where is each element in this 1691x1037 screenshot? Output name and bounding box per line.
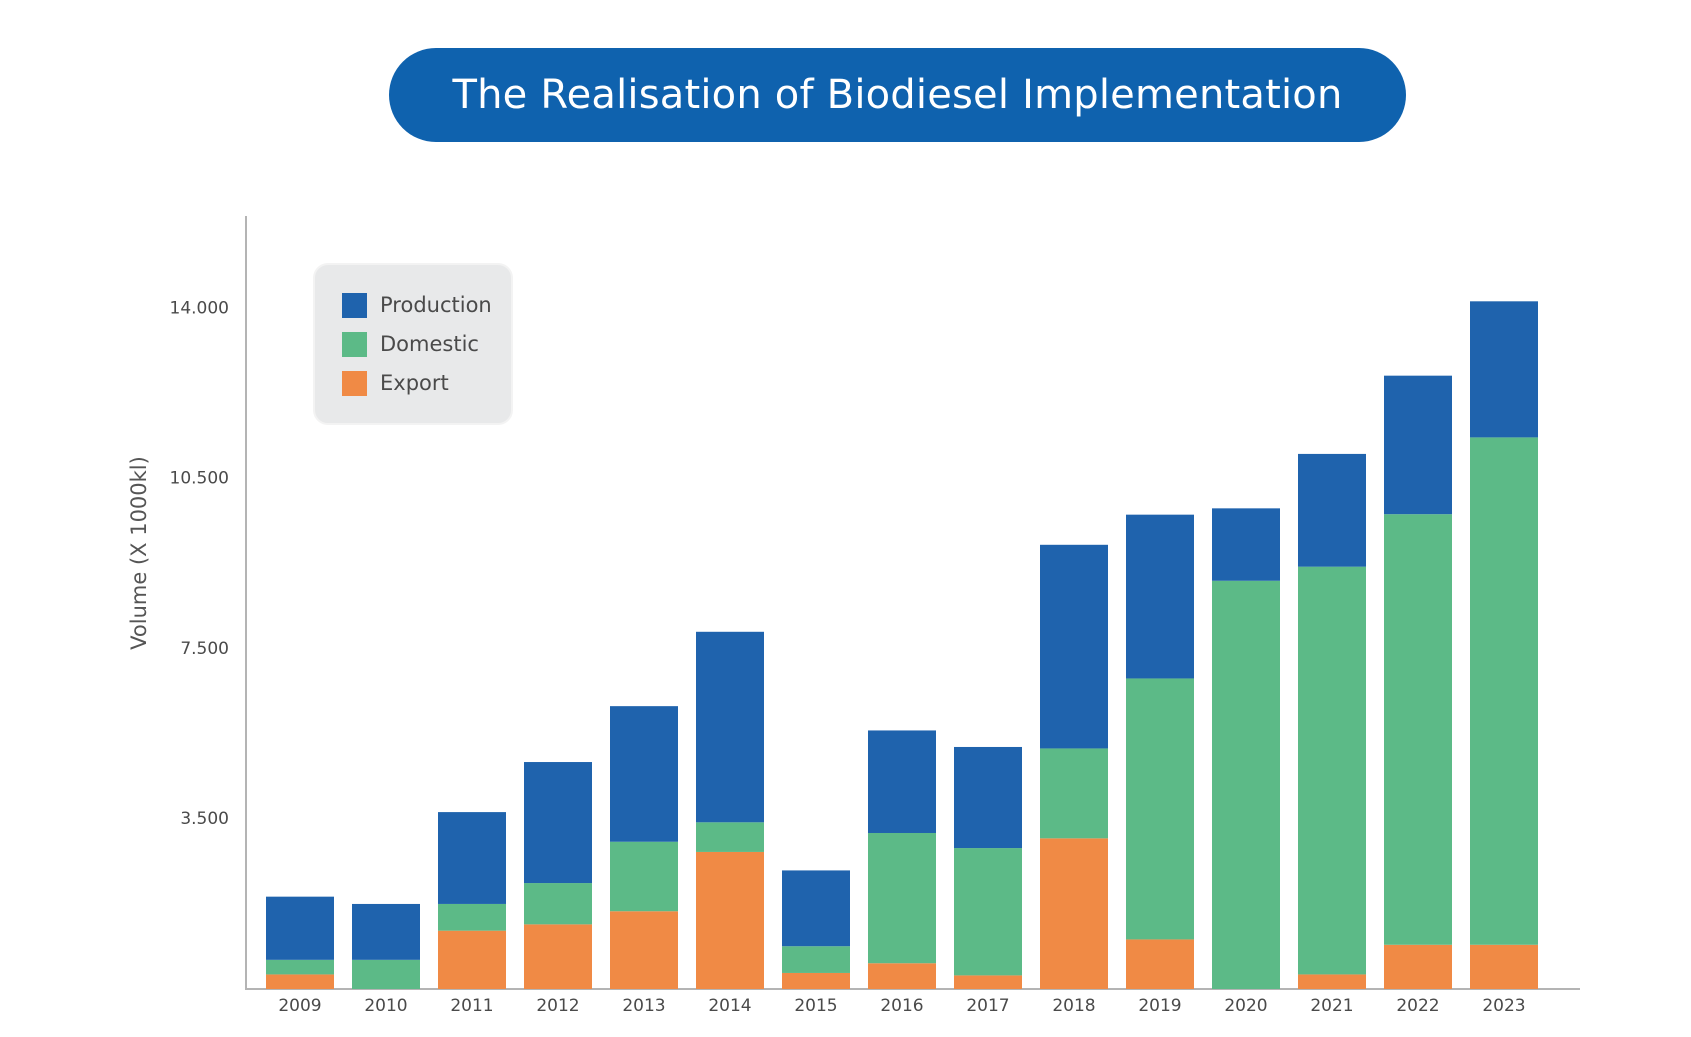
legend-label-export: Export xyxy=(380,371,449,395)
x-tick-label: 2016 xyxy=(880,996,923,1016)
bar-export-2012 xyxy=(524,924,592,989)
bar-domestic-2013 xyxy=(610,841,678,912)
y-tick-label: 7.500 xyxy=(180,639,229,659)
bar-export-2018 xyxy=(1040,838,1108,989)
x-tick-label: 2018 xyxy=(1052,996,1095,1016)
legend: Production Domestic Export xyxy=(313,263,513,425)
bar-domestic-2019 xyxy=(1126,678,1194,940)
x-tick-label: 2019 xyxy=(1138,996,1181,1016)
bars-layer xyxy=(266,301,1538,989)
bar-domestic-2021 xyxy=(1298,566,1366,975)
x-tick-label: 2012 xyxy=(536,996,579,1016)
bar-export-2023 xyxy=(1470,944,1538,989)
x-tick-label: 2014 xyxy=(708,996,751,1016)
x-tick-label: 2017 xyxy=(966,996,1009,1016)
bar-production-2016 xyxy=(868,730,936,833)
x-tick-label: 2022 xyxy=(1396,996,1439,1016)
bar-export-2017 xyxy=(954,975,1022,989)
x-tick-label: 2015 xyxy=(794,996,837,1016)
bar-production-2019 xyxy=(1126,514,1194,679)
bar-export-2015 xyxy=(782,972,850,989)
bar-domestic-2015 xyxy=(782,946,850,973)
bar-domestic-2018 xyxy=(1040,748,1108,839)
bar-export-2019 xyxy=(1126,939,1194,989)
bar-export-2022 xyxy=(1384,944,1452,989)
bar-domestic-2011 xyxy=(438,903,506,931)
bar-domestic-2023 xyxy=(1470,437,1538,945)
bar-export-2021 xyxy=(1298,974,1366,989)
y-axis-title: Volume (X 1000kl) xyxy=(127,456,151,650)
x-tick-label: 2010 xyxy=(364,996,407,1016)
bar-domestic-2020 xyxy=(1212,580,1280,989)
bar-production-2022 xyxy=(1384,375,1452,515)
bar-production-2013 xyxy=(610,706,678,842)
bar-domestic-2014 xyxy=(696,822,764,852)
x-tick-label: 2020 xyxy=(1224,996,1267,1016)
x-tick-label: 2013 xyxy=(622,996,665,1016)
x-tick-label: 2009 xyxy=(278,996,321,1016)
legend-swatch-domestic xyxy=(342,332,367,357)
bar-export-2011 xyxy=(438,930,506,989)
bar-export-2013 xyxy=(610,911,678,989)
y-tick-label: 10.500 xyxy=(170,469,229,489)
bar-production-2018 xyxy=(1040,544,1108,749)
bar-production-2010 xyxy=(352,903,420,960)
bar-production-2015 xyxy=(782,870,850,947)
bar-production-2014 xyxy=(696,631,764,823)
bar-export-2014 xyxy=(696,851,764,989)
x-tick-labels: 2009 2010 2011 2012 2013 2014 2015 2016 2017 2018… xyxy=(278,996,1525,1016)
bar-export-2009 xyxy=(266,974,334,989)
bar-domestic-2016 xyxy=(868,832,936,964)
bar-domestic-2017 xyxy=(954,848,1022,976)
chart-title: The Realisation of Biodiesel Implementat… xyxy=(389,48,1406,142)
bar-domestic-2022 xyxy=(1384,514,1452,945)
bar-production-2012 xyxy=(524,762,592,884)
bar-domestic-2009 xyxy=(266,959,334,975)
bar-production-2020 xyxy=(1212,508,1280,581)
bar-export-2016 xyxy=(868,963,936,989)
legend-swatch-production xyxy=(342,293,367,318)
bar-domestic-2010 xyxy=(352,959,420,989)
bar-production-2009 xyxy=(266,896,334,960)
bar-production-2011 xyxy=(438,812,506,904)
bar-production-2021 xyxy=(1298,453,1366,567)
x-tick-label: 2011 xyxy=(450,996,493,1016)
y-tick-labels: 3.500 7.500 10.500 14.000 xyxy=(170,299,229,829)
legend-swatch-export xyxy=(342,371,367,396)
bar-production-2023 xyxy=(1470,301,1538,438)
x-tick-label: 2023 xyxy=(1482,996,1525,1016)
legend-label-domestic: Domestic xyxy=(380,332,479,356)
y-tick-label: 14.000 xyxy=(170,299,229,319)
x-tick-label: 2021 xyxy=(1310,996,1353,1016)
legend-label-production: Production xyxy=(380,293,492,317)
bar-domestic-2012 xyxy=(524,883,592,925)
bar-production-2017 xyxy=(954,746,1022,849)
y-tick-label: 3.500 xyxy=(180,809,229,829)
